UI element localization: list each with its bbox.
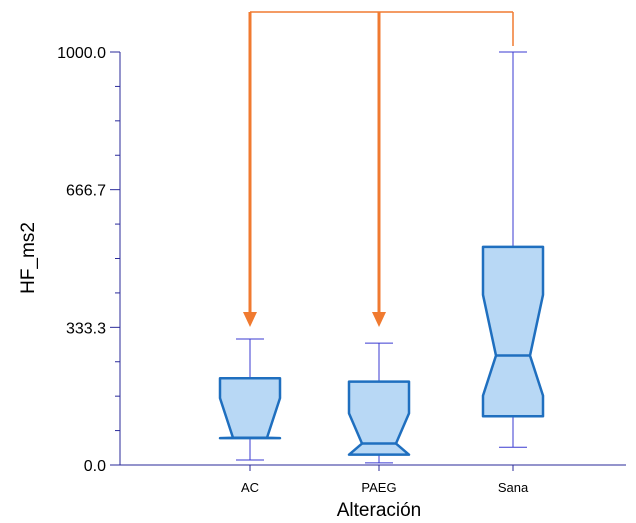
box-layer xyxy=(218,51,545,464)
axis-layer: 0.0 333.3 666.7 1000.0 AC PAEG Sana xyxy=(57,45,626,495)
annotation-arrow-head xyxy=(243,312,257,327)
notched-box xyxy=(218,377,282,440)
annotation-arrow-head xyxy=(372,312,386,327)
y-axis-title: HF_ms2 xyxy=(18,222,39,294)
x-tick-label: Sana xyxy=(498,480,529,495)
notched-box xyxy=(481,245,545,418)
x-tick-label: PAEG xyxy=(361,480,396,495)
x-tick-label: AC xyxy=(241,480,259,495)
notched-box xyxy=(347,380,411,456)
box-sana xyxy=(481,51,545,448)
y-tick-label: 666.7 xyxy=(66,183,106,200)
box-paeg xyxy=(347,342,411,464)
y-tick-label: 0.0 xyxy=(84,458,106,475)
x-axis-title: Alteración xyxy=(337,500,422,521)
annotation-layer xyxy=(243,11,514,327)
box-ac xyxy=(218,338,282,461)
y-tick-label: 1000.0 xyxy=(57,45,106,62)
y-tick-label: 333.3 xyxy=(66,320,106,337)
